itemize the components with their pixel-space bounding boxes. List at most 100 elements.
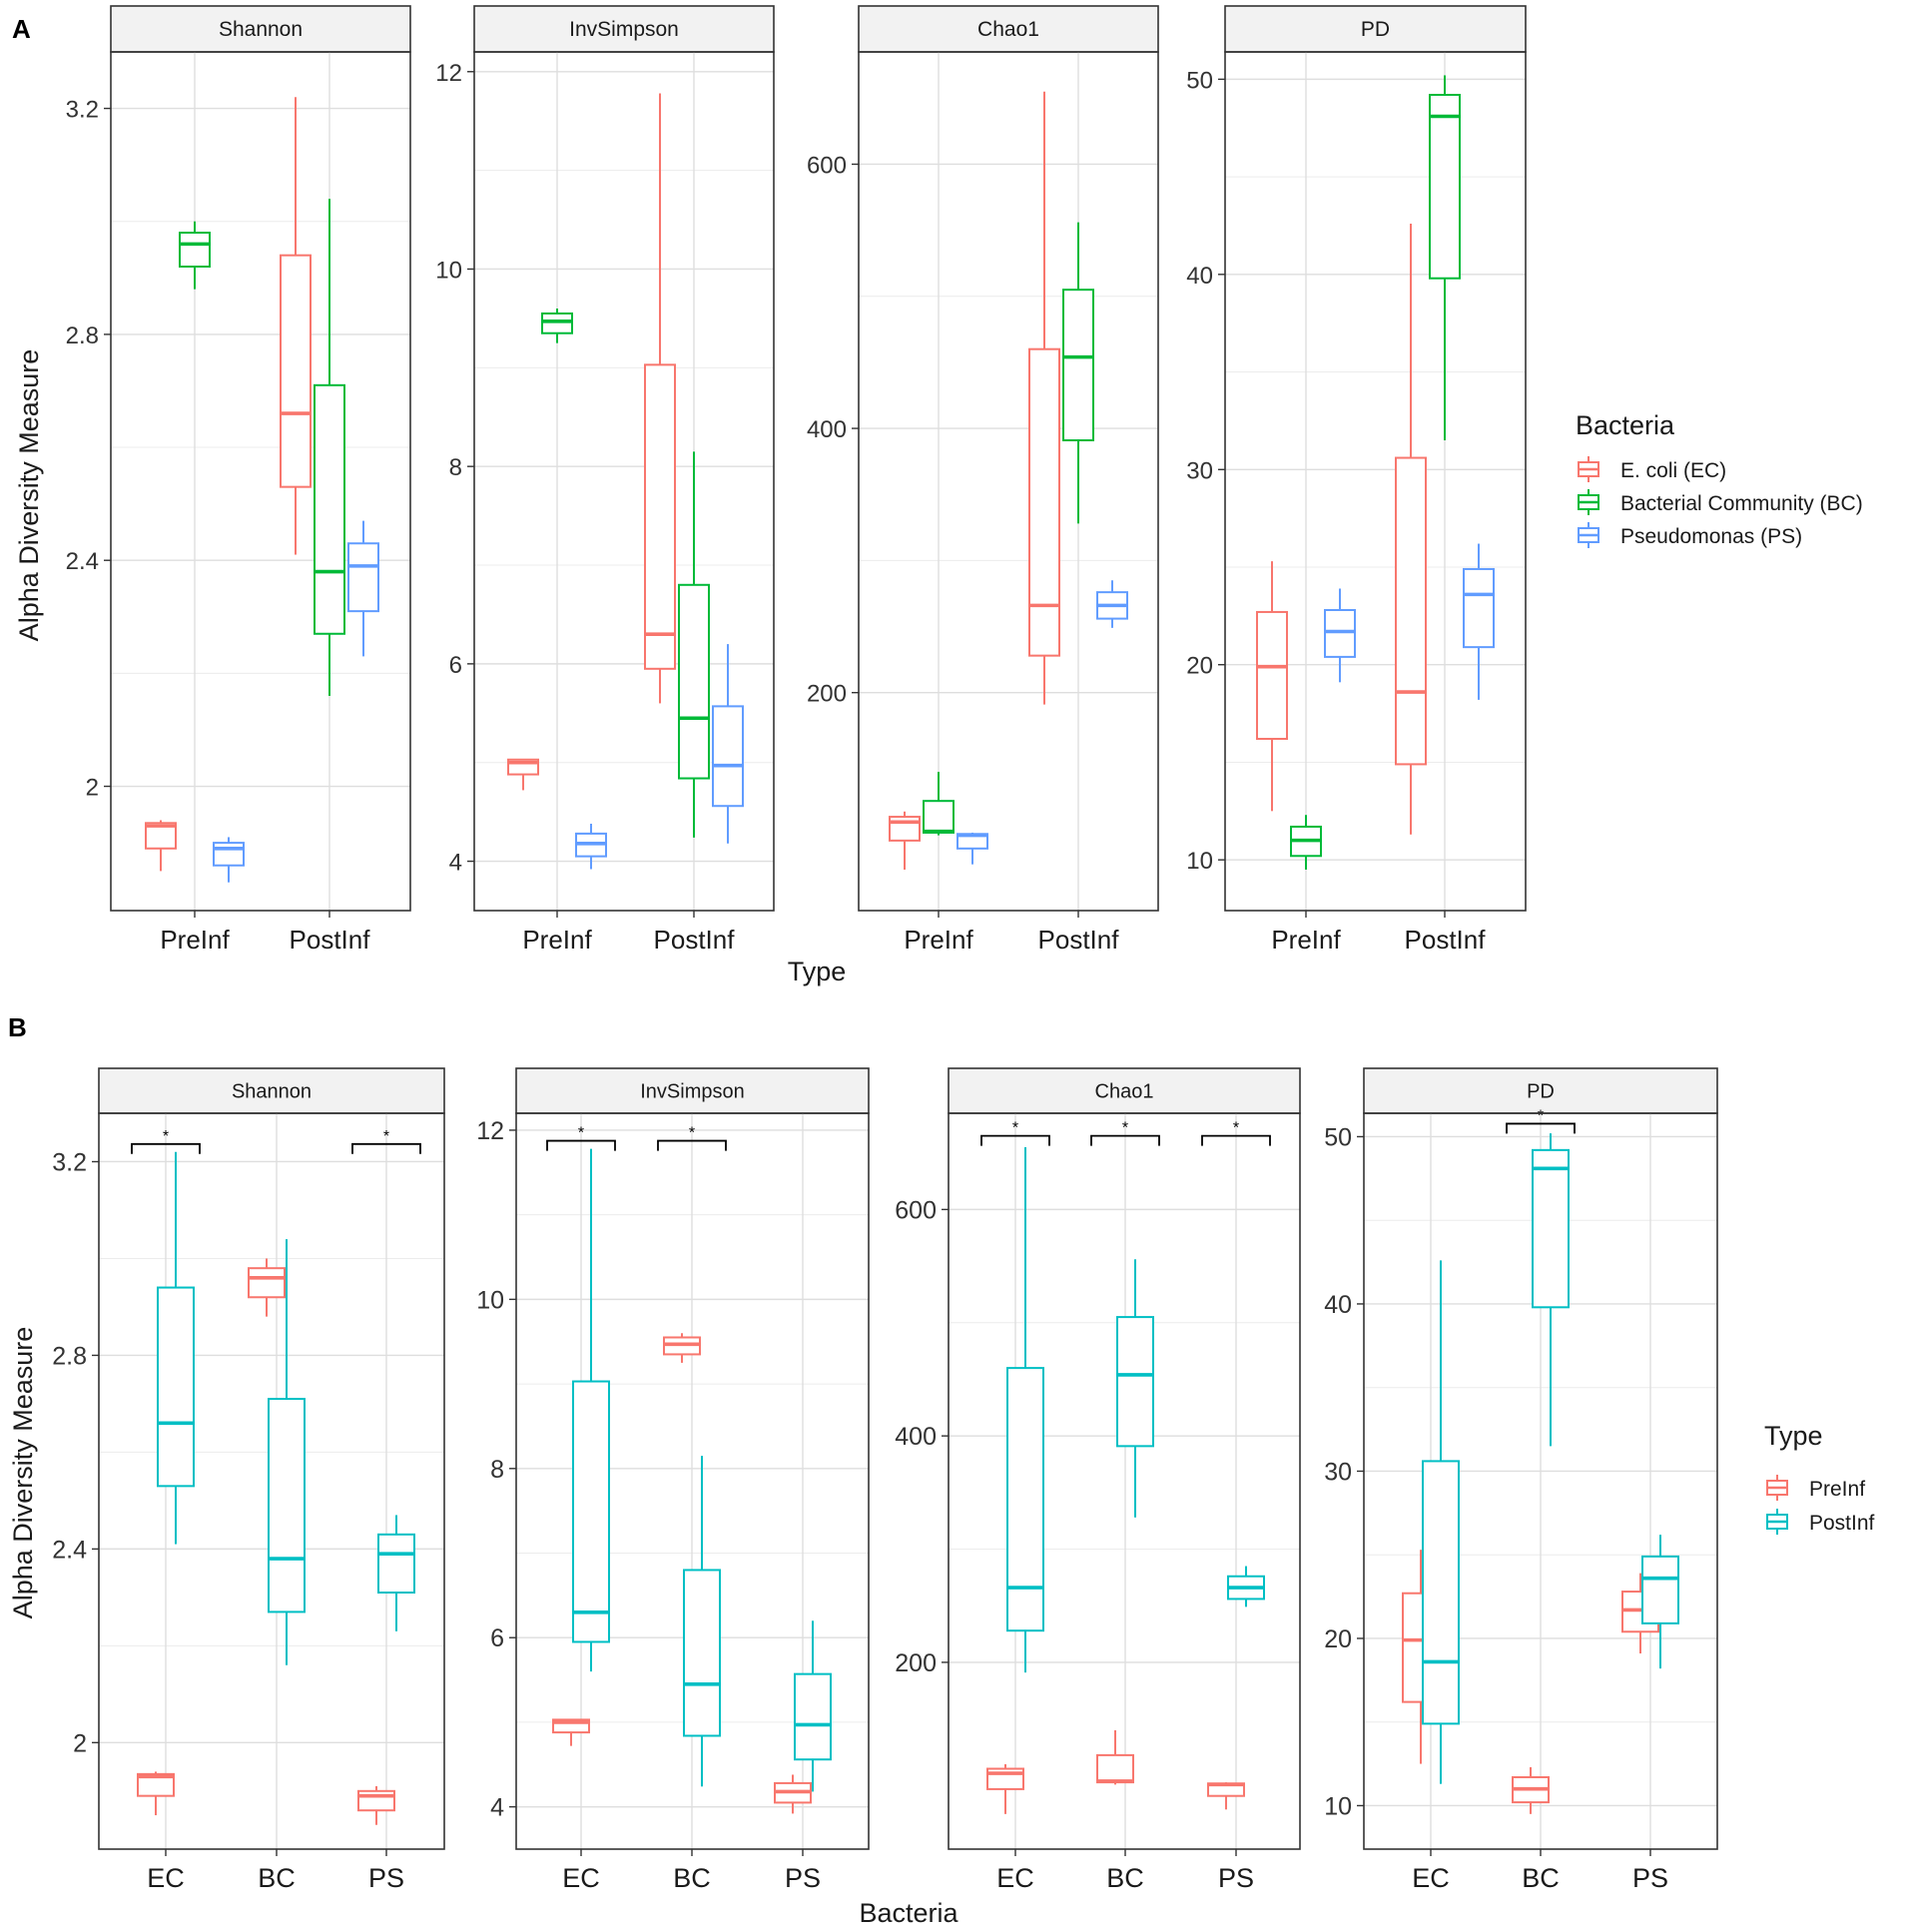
box-iqr	[923, 800, 955, 834]
box-iqr	[347, 542, 379, 613]
boxplot-PreInf-group-1	[179, 221, 211, 290]
significance-marker: *	[1538, 1107, 1544, 1124]
box-iqr	[137, 1772, 175, 1797]
y-tick-label: 30	[1324, 1458, 1352, 1486]
boxplot-PostInf-group-0	[1395, 224, 1427, 835]
box-iqr	[357, 1789, 395, 1812]
boxplot-EC-group-1	[572, 1148, 610, 1672]
facet-strip	[1224, 5, 1527, 53]
x-axis-title: Bacteria	[859, 1898, 958, 1928]
legend-label: Bacterial Community (BC)	[1620, 492, 1863, 515]
y-tick-label: 6	[490, 1624, 504, 1652]
box-iqr	[1116, 1316, 1154, 1448]
boxplot-PS-group-0	[774, 1774, 812, 1814]
y-tick-label: 600	[807, 152, 847, 179]
facet-strip	[98, 1067, 445, 1114]
x-tick-label: BC	[673, 1863, 711, 1893]
significance-marker: *	[578, 1125, 584, 1142]
facet-title: Shannon	[219, 18, 303, 41]
significance-bracket	[657, 1139, 727, 1151]
y-tick-label: 40	[1324, 1291, 1352, 1319]
boxplot-PostInf-group-0	[280, 97, 312, 555]
legend-entry: PreInf	[1766, 1475, 1865, 1501]
x-tick-label: EC	[147, 1863, 185, 1893]
box-iqr	[794, 1672, 832, 1761]
x-tick-label: BC	[1106, 1863, 1144, 1893]
legend-entry: Pseudomonas (PS)	[1578, 522, 1802, 548]
y-tick-label: 50	[1324, 1123, 1352, 1151]
y-tick-label: 2.4	[66, 548, 99, 575]
boxplot-PreInf-group-2	[575, 824, 607, 870]
y-tick-label: 3.2	[66, 97, 99, 124]
boxplot-PostInf-group-1	[1429, 75, 1461, 440]
boxplot-PreInf-group-2	[1324, 588, 1356, 683]
boxplot-PostInf-group-1	[314, 199, 345, 696]
y-tick-label: 20	[1186, 653, 1213, 680]
y-tick-label: 400	[807, 416, 847, 443]
boxplot-PreInf-group-2	[213, 837, 245, 883]
boxplot-BC-group-1	[1116, 1259, 1154, 1518]
legend-label: PreInf	[1809, 1478, 1865, 1501]
box-iqr	[179, 232, 211, 268]
box-iqr	[1028, 347, 1060, 657]
x-tick-label: PreInf	[904, 925, 973, 955]
facet-border	[110, 51, 411, 912]
boxplot-PreInf-group-1	[923, 772, 955, 836]
boxplot-EC-group-0	[552, 1718, 590, 1746]
x-tick-label: PostInf	[1405, 925, 1487, 955]
boxplot-PostInf-group-2	[1463, 543, 1495, 700]
chart-layer: Shannon 2 2.4 2.8 3.2 PreInf PostInf InvSimpson…	[8, 5, 1875, 1928]
significance-bracket	[351, 1142, 421, 1154]
boxplot-PS-group-1	[1641, 1535, 1679, 1669]
boxplot-BC-group-0	[248, 1258, 286, 1317]
y-tick-label: 2.8	[66, 322, 99, 349]
box-iqr	[157, 1286, 195, 1488]
y-tick-label: 200	[807, 681, 847, 708]
y-tick-label: 4	[490, 1794, 504, 1822]
legend-label: Pseudomonas (PS)	[1620, 525, 1802, 548]
boxplot-EC-group-1	[1006, 1147, 1044, 1673]
boxplot-BC-group-0	[1096, 1729, 1134, 1785]
boxplot-EC-group-1	[157, 1151, 195, 1545]
panel-a-label: A	[12, 14, 31, 44]
boxplot-PreInf-group-1	[541, 309, 573, 343]
box-iqr	[712, 705, 744, 808]
facet-border	[1224, 51, 1527, 912]
facet-title: Chao1	[1095, 1081, 1154, 1103]
boxplot-PreInf-group-2	[956, 832, 988, 865]
x-tick-label: PreInf	[522, 925, 592, 955]
y-tick-label: 50	[1186, 67, 1213, 94]
y-tick-label: 2.4	[52, 1536, 87, 1564]
y-axis-title: Alpha Diversity Measure	[14, 349, 44, 642]
legend-entry: PostInf	[1766, 1509, 1875, 1535]
y-tick-label: 10	[476, 1286, 504, 1314]
box-iqr	[1062, 289, 1094, 441]
box-iqr	[1096, 1753, 1134, 1784]
boxplot-EC-group-0	[986, 1763, 1024, 1814]
box-iqr	[572, 1380, 610, 1643]
y-tick-label: 30	[1186, 457, 1213, 484]
y-tick-label: 10	[1186, 848, 1213, 875]
significance-bracket	[546, 1139, 616, 1151]
facet-strip	[858, 5, 1159, 53]
boxplot-PreInf-group-0	[1256, 561, 1288, 812]
significance-bracket	[1090, 1134, 1160, 1146]
box-iqr	[1006, 1367, 1044, 1632]
panel-b-label: B	[8, 1012, 27, 1042]
box-iqr	[280, 254, 312, 488]
boxplot-PostInf-group-0	[644, 93, 676, 704]
y-tick-label: 12	[476, 1117, 504, 1145]
boxplot-PostInf-group-2	[1096, 580, 1128, 628]
y-tick-label: 8	[490, 1456, 504, 1484]
boxplot-PreInf-group-0	[145, 820, 177, 872]
y-tick-label: 40	[1186, 263, 1213, 290]
box-iqr	[683, 1569, 721, 1737]
box-iqr	[1324, 609, 1356, 658]
legend-label: E. coli (EC)	[1620, 459, 1726, 482]
x-tick-label: EC	[1412, 1863, 1450, 1893]
box-iqr	[1532, 1148, 1570, 1309]
box-iqr	[377, 1533, 415, 1595]
y-tick-label: 3.2	[52, 1148, 87, 1176]
x-tick-label: EC	[562, 1863, 600, 1893]
